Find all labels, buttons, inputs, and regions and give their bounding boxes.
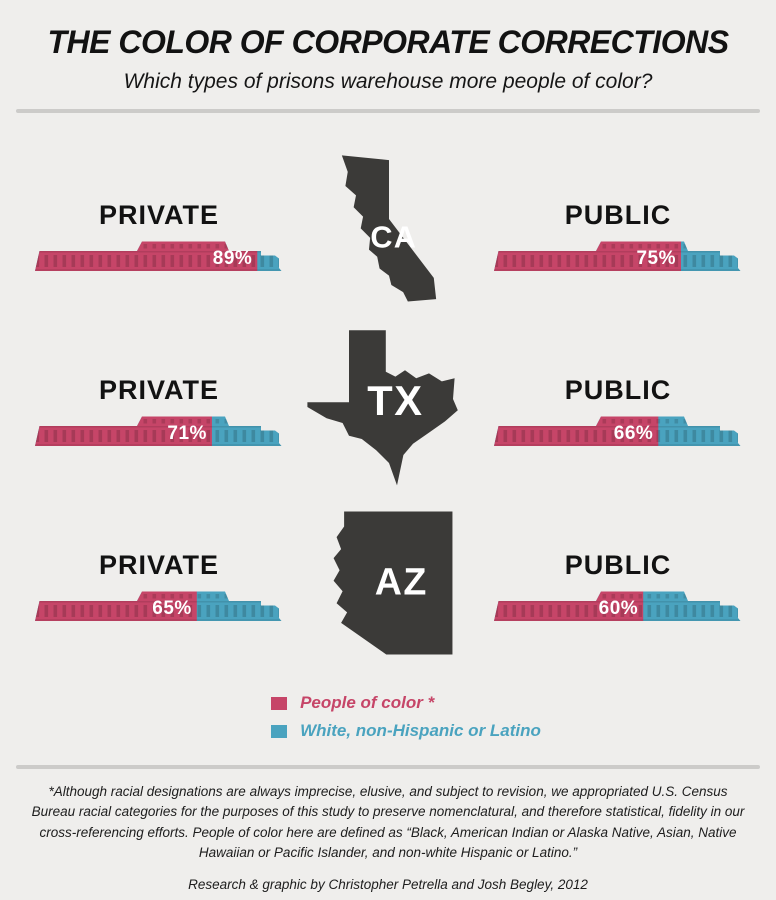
state-row: PRIVATE 65% AZ PUBLIC xyxy=(0,498,776,673)
private-percent-label: 89% xyxy=(212,248,253,270)
private-cell: PRIVATE 65% xyxy=(33,550,285,622)
divider-top xyxy=(16,109,760,113)
private-cell: PRIVATE 71% xyxy=(33,375,285,447)
public-percent-label: 60% xyxy=(598,598,639,620)
public-cell: PUBLIC 60% xyxy=(492,550,744,622)
page-title: THE COLOR OF CORPORATE CORRECTIONS xyxy=(47,24,729,60)
private-percent-label: 65% xyxy=(152,598,192,620)
private-label: PRIVATE xyxy=(98,199,219,230)
private-label: PRIVATE xyxy=(98,374,219,405)
prison-building-illustration xyxy=(492,240,744,272)
header: THE COLOR OF CORPORATE CORRECTIONS Which… xyxy=(0,0,776,94)
prison-building-illustration xyxy=(33,415,285,447)
public-bar: 66% xyxy=(492,415,744,447)
footnote: *Although racial designations are always… xyxy=(31,784,745,860)
credit: Research & graphic by Christopher Petrel… xyxy=(188,877,588,892)
svg-text:TX: TX xyxy=(367,377,423,424)
legend: People of color * White, non-Hispanic or … xyxy=(271,693,541,741)
state-silhouette-ca: CA xyxy=(285,153,492,318)
public-cell: PUBLIC 75% xyxy=(492,200,744,272)
state-rows: PRIVATE 89% CA PUBLIC xyxy=(0,148,776,673)
page-subtitle: Which types of prisons warehouse more pe… xyxy=(123,70,653,93)
public-percent-label: 75% xyxy=(636,248,676,270)
prison-building-illustration xyxy=(492,415,744,447)
state-row: PRIVATE 71% TX PUBLIC xyxy=(0,323,776,498)
legend-swatch xyxy=(271,724,288,738)
public-bar: 75% xyxy=(492,240,744,272)
prison-building-illustration xyxy=(33,590,285,622)
private-percent-label: 71% xyxy=(167,423,207,445)
public-label: PUBLIC xyxy=(564,199,672,230)
state-silhouette-az: AZ xyxy=(285,507,492,665)
public-cell: PUBLIC 66% xyxy=(492,375,744,447)
private-bar: 71% xyxy=(33,415,285,447)
legend-item: White, non-Hispanic or Latino xyxy=(271,721,541,741)
prison-building-illustration xyxy=(492,590,744,622)
private-label: PRIVATE xyxy=(98,549,219,580)
state-row: PRIVATE 89% CA PUBLIC xyxy=(0,148,776,323)
prison-building-illustration xyxy=(33,240,285,272)
legend-item: People of color * xyxy=(271,693,541,713)
svg-text:AZ: AZ xyxy=(375,560,428,602)
divider-bottom xyxy=(16,765,760,769)
private-bar: 65% xyxy=(33,590,285,622)
legend-label: People of color * xyxy=(300,693,435,712)
private-bar: 89% xyxy=(33,240,285,272)
state-silhouette-tx: TX xyxy=(285,327,492,495)
public-percent-label: 66% xyxy=(613,423,654,445)
svg-text:CA: CA xyxy=(370,220,417,254)
public-label: PUBLIC xyxy=(564,549,672,580)
private-cell: PRIVATE 89% xyxy=(33,200,285,272)
legend-swatch xyxy=(271,696,288,710)
legend-label: White, non-Hispanic or Latino xyxy=(300,721,541,740)
public-bar: 60% xyxy=(492,590,744,622)
public-label: PUBLIC xyxy=(564,374,672,405)
